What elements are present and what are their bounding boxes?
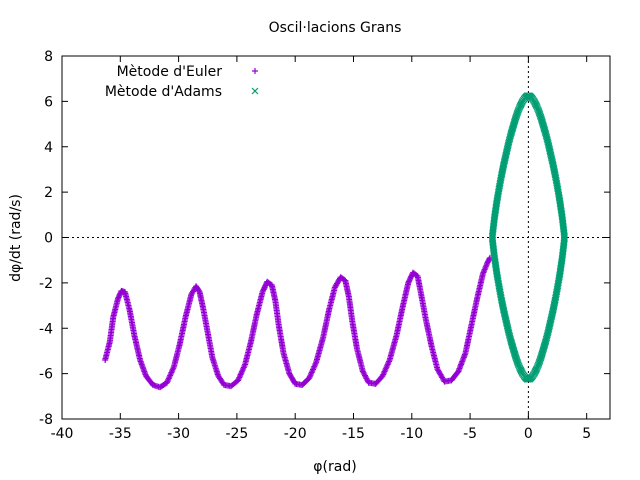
y-axis-label: dφ/dt (rad/s) (8, 194, 24, 282)
legend-label: Mètode d'Euler (117, 64, 223, 80)
x-tick-label: 0 (524, 426, 533, 442)
x-tick-label: 5 (582, 426, 591, 442)
x-tick-label: -5 (463, 426, 477, 442)
legend-label: Mètode d'Adams (105, 84, 222, 100)
y-tick-label: -4 (39, 321, 53, 337)
y-tick-label: -2 (39, 276, 53, 292)
y-tick-label: 8 (44, 49, 53, 65)
legend: Mètode d'Euler Mètode d'Adams (105, 64, 259, 100)
y-tick-label: -8 (39, 412, 53, 428)
chart-title: Oscil·lacions Grans (269, 20, 402, 36)
data-point (489, 236, 496, 244)
x-tick-label: -20 (284, 426, 307, 442)
x-tick-label: -10 (400, 426, 423, 442)
y-tick-label: 6 (44, 94, 53, 110)
plot-frame (61, 55, 611, 420)
series-layer (102, 92, 568, 391)
y-tick-label: -6 (39, 367, 53, 383)
x-axis-label: φ(rad) (313, 459, 356, 475)
data-point (488, 235, 496, 243)
series-2 (488, 92, 568, 383)
legend-marker (251, 87, 259, 95)
x-tick-label: -15 (342, 426, 365, 442)
y-tick-label: 0 (44, 231, 53, 247)
x-tick-label: -25 (225, 426, 248, 442)
y-tick-label: 2 (44, 185, 53, 201)
series-1 (102, 254, 493, 391)
legend-marker (252, 68, 258, 74)
zero-axis-lines (62, 56, 610, 419)
x-tick-label: -40 (51, 426, 74, 442)
data-point (489, 238, 497, 246)
x-tick-label: -30 (167, 426, 190, 442)
y-tick-label: 4 (44, 140, 53, 156)
x-tick-label: -35 (109, 426, 132, 442)
